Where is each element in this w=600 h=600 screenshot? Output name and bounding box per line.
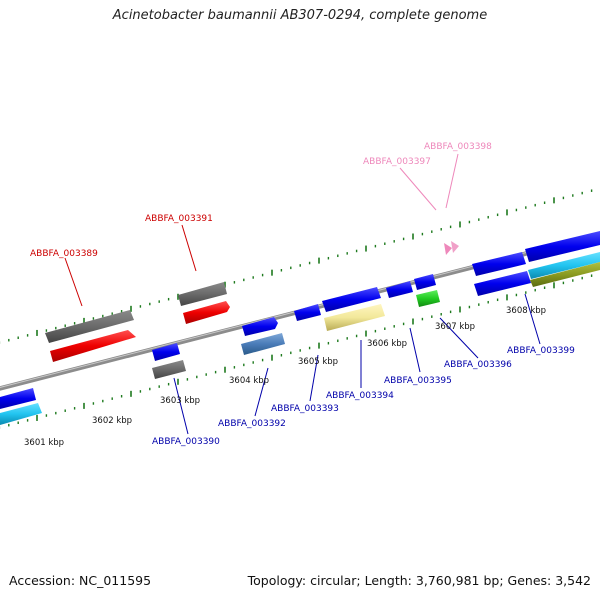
gene-ABBFA-003392-blue[interactable]	[242, 317, 278, 336]
gene-ABBFA-003396-blue[interactable]	[472, 252, 526, 276]
gene-ABBFA-003389-gray	[45, 310, 134, 343]
gene-label[interactable]: ABBFA_003395	[384, 376, 452, 386]
gene-label[interactable]: ABBFA_003390	[152, 437, 220, 447]
gene-ABBFA-003394-blue[interactable]	[322, 287, 381, 312]
gene-ABBFA-003395-blue[interactable]	[386, 281, 413, 298]
gene-label[interactable]: ABBFA_003389	[30, 249, 98, 259]
scale-label: 3603 kbp	[160, 396, 200, 406]
gene-left-edge-blue[interactable]	[0, 388, 36, 409]
scale-label: 3606 kbp	[367, 339, 407, 349]
leader-ABBFA-003399	[524, 293, 541, 345]
topology-summary: Topology: circular; Length: 3,760,981 bp…	[247, 573, 591, 588]
gene-ABBFA-003395-green[interactable]	[416, 290, 440, 307]
scale-label: 3604 kbp	[229, 376, 269, 386]
gene-ABBFA-003390-blue[interactable]	[152, 343, 180, 361]
gene-ABBFA-003394-yellow[interactable]	[324, 304, 385, 331]
pseudogene-ABBFA-003397-arrow[interactable]	[444, 243, 452, 255]
gene-label[interactable]: ABBFA_003391	[145, 214, 213, 224]
gene-ABBFA-003389[interactable]	[45, 310, 136, 362]
gene-ABBFA-003391-red	[183, 301, 230, 324]
leader-ABBFA-003393	[309, 354, 319, 402]
scale-label: 3608 kbp	[506, 306, 546, 316]
gene-ABBFA-003391-gray	[178, 282, 227, 306]
leader-ABBFA-003397	[399, 167, 437, 211]
gene-ABBFA-003393-blue[interactable]	[294, 304, 321, 321]
gene-left-edge-cyan[interactable]	[0, 403, 42, 425]
scale-label: 3607 kbp	[435, 322, 475, 332]
map-title: Acinetobacter baumannii AB307-0294, comp…	[112, 8, 488, 23]
gene-ABBFA-003390-gray[interactable]	[152, 360, 186, 379]
gene-label[interactable]: ABBFA_003398	[424, 142, 492, 152]
leader-ABBFA-003389	[64, 257, 83, 307]
scale-label: 3602 kbp	[92, 416, 132, 426]
leader-ABBFA-003396	[439, 317, 479, 359]
scale-label: 3601 kbp	[24, 438, 64, 448]
gene-ABBFA-003399-blue[interactable]	[474, 271, 531, 296]
gene-label[interactable]: ABBFA_003397	[363, 157, 431, 167]
scale-label: 3605 kbp	[298, 357, 338, 367]
accession-text: Accession: NC_011595	[9, 573, 152, 588]
leader-ABBFA-003395	[409, 327, 421, 373]
gene-ABBFA-003399-cyan[interactable]	[528, 252, 600, 279]
leader-ABBFA-003392	[254, 367, 269, 417]
gene-label[interactable]: ABBFA_003396	[444, 360, 512, 370]
gene-ABBFA-003396-b-blue[interactable]	[525, 231, 600, 262]
gene-label[interactable]: ABBFA_003399	[507, 346, 575, 356]
leader-ABBFA-003390	[173, 377, 189, 435]
gene-ABBFA-003395-b-blue[interactable]	[414, 274, 436, 290]
pseudogene-ABBFA-003398-arrow[interactable]	[451, 241, 459, 253]
gene-ABBFA-003392-steel[interactable]	[241, 333, 285, 355]
gene-label[interactable]: ABBFA_003394	[326, 391, 394, 401]
gene-label[interactable]: ABBFA_003392	[218, 419, 286, 429]
leader-ABBFA-003398	[445, 153, 459, 209]
leader-ABBFA-003391	[181, 224, 197, 272]
gene-ABBFA-003391[interactable]	[178, 282, 230, 324]
gene-ABBFA-003389-red	[50, 330, 136, 362]
gene-label[interactable]: ABBFA_003393	[271, 404, 339, 414]
gene-ABBFA-003399-olive[interactable]	[530, 262, 600, 287]
